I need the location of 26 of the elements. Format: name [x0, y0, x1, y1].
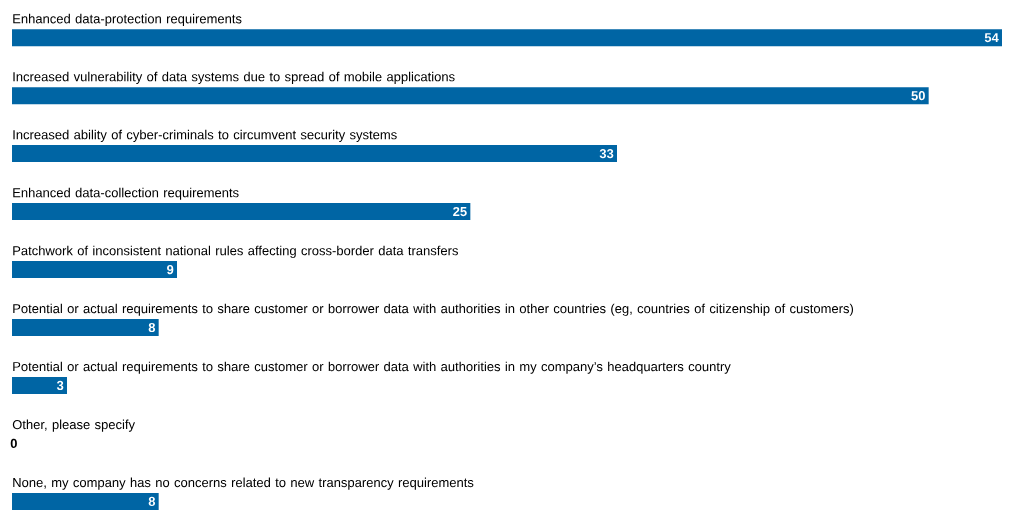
y-tick-label: Other, please specify — [12, 419, 136, 432]
data-label: 54 — [984, 33, 999, 43]
bar — [12, 203, 471, 221]
bar — [12, 29, 1002, 47]
data-label: 3 — [56, 380, 64, 391]
data-label: 50 — [911, 91, 925, 101]
data-label: 8 — [148, 496, 156, 506]
data-label: 0 — [10, 438, 17, 449]
bar — [12, 261, 178, 279]
y-tick-label: Patchwork of inconsistent national rules affecting cross-border data transfers — [13, 245, 458, 258]
bar — [12, 319, 159, 336]
data-label: 25 — [453, 206, 467, 217]
bar — [12, 376, 68, 394]
bar — [12, 492, 159, 510]
y-tick-label: Enhanced data-collection requirements — [13, 187, 239, 200]
bar — [12, 145, 617, 163]
y-tick-label: Enhanced data-protection requirements — [13, 13, 242, 26]
y-tick-label: Potential or actual requirements to share customer or borrower data with authorities in other countries (eg, countries of citizenship of customers) — [13, 303, 854, 316]
y-tick-label: Increased vulnerability of data systems due to spread of mobile applications — [13, 71, 455, 84]
data-label: 8 — [148, 322, 156, 333]
bar — [12, 87, 929, 105]
data-label: 33 — [599, 148, 614, 159]
data-label: 9 — [167, 264, 174, 275]
y-tick-label: Potential or actual requirements to share customer or borrower data with authorities in my company’s headquarters country — [13, 361, 731, 374]
y-tick-label: Increased ability of cyber-criminals to circumvent security systems — [13, 129, 397, 142]
y-tick-label: None, my company has no concerns related to new transparency requirements — [13, 477, 474, 490]
